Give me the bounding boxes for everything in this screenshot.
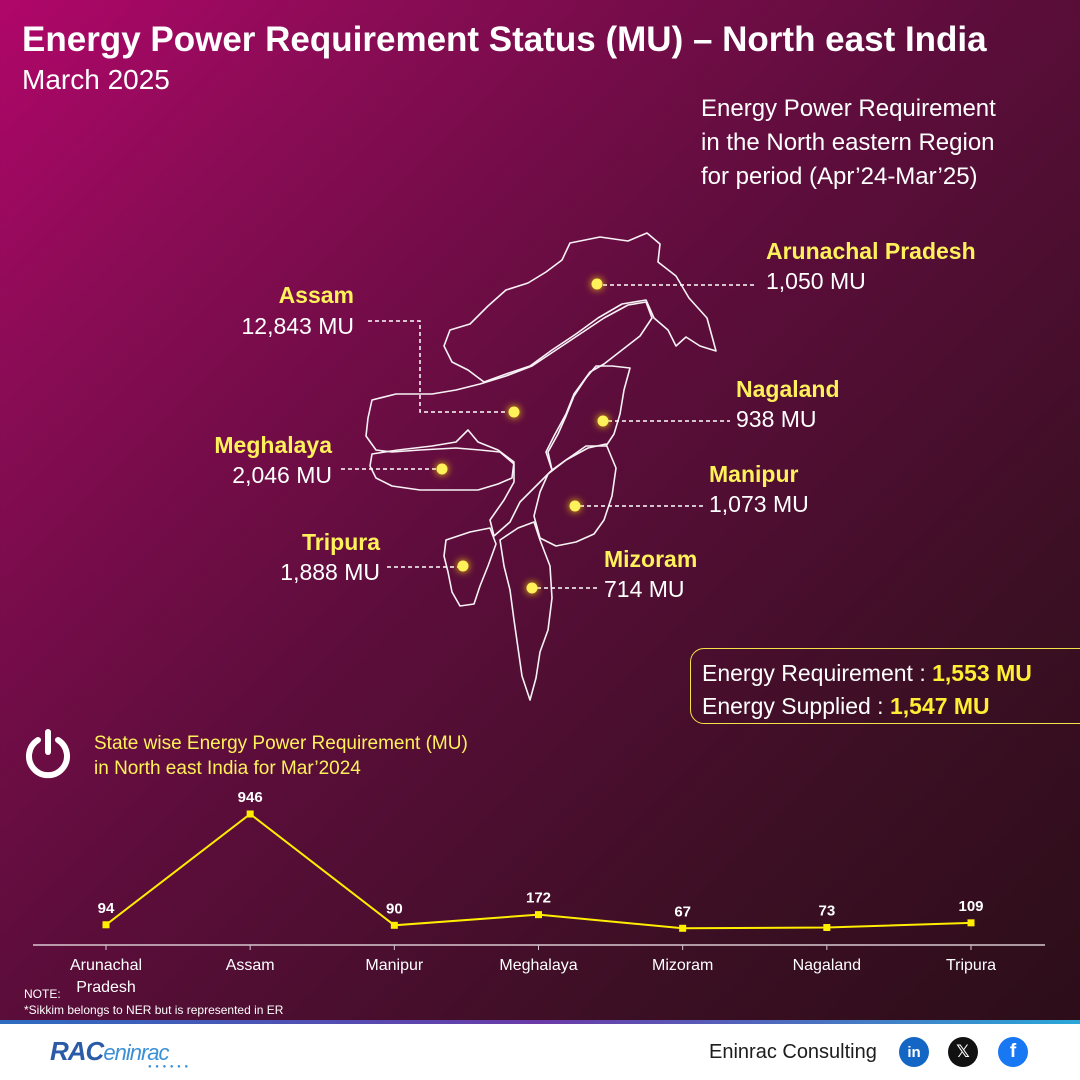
- map-mizoram-outline: [499, 521, 553, 701]
- chart-title-line-2: in North east India for Mar’2024: [94, 758, 361, 779]
- data-point: [967, 919, 975, 927]
- dot-arunachal: [591, 278, 603, 290]
- state-name-meghalaya: Meghalaya: [214, 432, 332, 458]
- period-note-line-3: for period (Apr’24-Mar’25): [701, 163, 978, 190]
- map-assam-outline: [365, 301, 653, 537]
- dot-assam: [508, 406, 520, 418]
- state-name-tripura: Tripura: [302, 529, 380, 555]
- category-label: Meghalaya: [499, 957, 577, 974]
- logo-main: RAC: [50, 1036, 104, 1066]
- dot-mizoram: [526, 582, 538, 594]
- note-text: *Sikkim belongs to NER but is represente…: [24, 1003, 284, 1017]
- state-value-arunachal: 1,050 MU: [766, 268, 866, 294]
- category-label: Arunachal: [70, 957, 142, 974]
- data-point: [246, 810, 254, 818]
- category-label: Tripura: [946, 957, 996, 974]
- data-point: [823, 924, 831, 932]
- state-value-tripura: 1,888 MU: [280, 559, 380, 585]
- eninrac-logo: RACeninrac: [50, 1036, 170, 1067]
- company-name: Eninrac Consulting: [709, 1041, 877, 1063]
- map-nagaland-outline: [547, 365, 631, 471]
- category-label: Assam: [226, 957, 275, 974]
- dot-meghalaya: [436, 463, 448, 475]
- data-point: [102, 921, 110, 929]
- logo-dots: ● ● ● ● ● ●: [148, 1064, 190, 1070]
- footer: RACeninrac ● ● ● ● ● ● Eninrac Consultin…: [0, 1024, 1080, 1080]
- map-manipur-outline: [533, 443, 617, 547]
- data-point: [535, 911, 542, 919]
- state-name-mizoram: Mizoram: [604, 546, 698, 572]
- data-label: 94: [98, 900, 115, 917]
- supplied-label: Energy Supplied :: [702, 693, 890, 719]
- data-label: 90: [386, 900, 403, 917]
- logo-sub: eninrac: [103, 1040, 169, 1065]
- state-value-meghalaya: 2,046 MU: [232, 462, 332, 488]
- note-label: NOTE:: [24, 987, 61, 1001]
- data-label: 73: [818, 903, 835, 920]
- data-label: 109: [958, 898, 983, 915]
- dot-nagaland: [597, 415, 609, 427]
- map-tripura-outline: [443, 527, 497, 607]
- summary-requirement-line: Energy Requirement : 1,553 MU: [702, 657, 1080, 690]
- state-value-manipur: 1,073 MU: [709, 491, 809, 517]
- power-icon: [26, 729, 70, 779]
- state-value-assam: 12,843 MU: [241, 313, 354, 339]
- state-name-arunachal: Arunachal Pradesh: [766, 238, 976, 264]
- category-label: Nagaland: [793, 957, 862, 974]
- period-note-line-1: Energy Power Requirement: [701, 95, 996, 122]
- facebook-icon[interactable]: f: [998, 1037, 1028, 1067]
- chart-title-line-1: State wise Energy Power Requirement (MU): [94, 733, 468, 754]
- data-point: [679, 924, 687, 932]
- footer-strip: [0, 1020, 1080, 1024]
- data-label: 172: [526, 890, 551, 907]
- state-name-assam: Assam: [278, 282, 354, 308]
- dot-manipur: [569, 500, 581, 512]
- requirement-value: 1,553 MU: [932, 660, 1032, 686]
- map-arunachal-outline: [443, 232, 717, 383]
- supplied-value: 1,547 MU: [889, 693, 990, 719]
- state-name-manipur: Manipur: [709, 461, 799, 487]
- chart-title: State wise Energy Power Requirement (MU)…: [94, 731, 554, 781]
- data-label: 67: [674, 903, 691, 920]
- summary-box: Energy Requirement : 1,553 MU Energy Sup…: [690, 648, 1080, 724]
- period-note-line-2: in the North eastern Region: [701, 129, 995, 156]
- linkedin-icon[interactable]: in: [899, 1037, 929, 1067]
- note: NOTE: *Sikkim belongs to NER but is repr…: [24, 986, 283, 1018]
- category-label: Manipur: [365, 957, 423, 974]
- dot-tripura: [457, 560, 469, 572]
- data-label: 946: [238, 789, 263, 806]
- state-value-nagaland: 938 MU: [736, 406, 817, 432]
- requirement-label: Energy Requirement :: [702, 660, 933, 686]
- category-label: Mizoram: [652, 957, 713, 974]
- data-point: [390, 921, 398, 929]
- x-icon[interactable]: 𝕏: [948, 1037, 978, 1067]
- state-name-nagaland: Nagaland: [736, 376, 840, 402]
- category-label: Pradesh: [76, 979, 136, 996]
- page-title: Energy Power Requirement Status (MU) – N…: [22, 20, 987, 59]
- summary-supplied-line: Energy Supplied : 1,547 MU: [702, 690, 1080, 723]
- map-meghalaya-outline: [369, 429, 515, 491]
- period-note: Energy Power Requirement in the North ea…: [701, 92, 1061, 194]
- state-value-mizoram: 714 MU: [604, 576, 685, 602]
- page-subtitle: March 2025: [22, 64, 170, 95]
